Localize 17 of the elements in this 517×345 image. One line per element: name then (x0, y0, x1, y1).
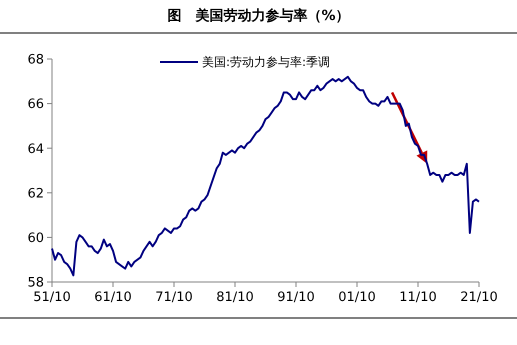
y-tick-label: 60 (27, 230, 44, 246)
x-tick-label: 51/10 (33, 290, 71, 305)
y-tick-label: 58 (27, 276, 44, 291)
line-series (51, 76, 480, 276)
y-tick-label: 64 (27, 142, 44, 157)
y-tick-label: 68 (27, 52, 44, 68)
x-tick-label: 91/10 (277, 290, 315, 305)
y-tick-label: 62 (27, 186, 44, 202)
chart-title: 图 美国劳动力参与率（%） (167, 7, 350, 24)
y-tick-label: 66 (27, 97, 44, 112)
x-tick-label: 21/10 (460, 290, 498, 305)
x-tick-label: 81/10 (216, 290, 254, 305)
x-tick-label: 11/10 (399, 290, 437, 305)
x-tick-label: 71/10 (155, 290, 193, 305)
x-tick-label: 61/10 (94, 290, 132, 305)
x-tick-label: 01/10 (338, 290, 376, 305)
legend-label: 美国:劳动力参与率:季调 (202, 55, 330, 69)
